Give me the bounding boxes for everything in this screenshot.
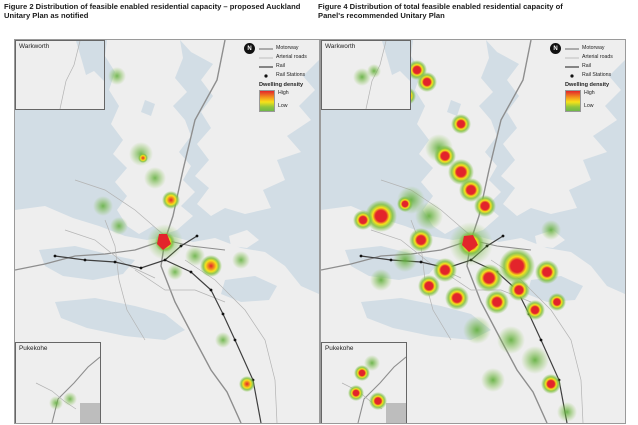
legend-item-rail-stations: Rail Stations	[259, 71, 317, 80]
density-color-ramp	[565, 90, 581, 112]
inset-warkworth-label: Warkworth	[325, 43, 356, 50]
legend-item-rail-stations: Rail Stations	[565, 71, 623, 80]
figure-4-title: Figure 4 Distribution of total feasible …	[318, 2, 563, 20]
density-color-ramp	[259, 90, 275, 112]
legend-item-rail: Rail	[565, 62, 623, 71]
legend-item-label: Arterial roads	[276, 54, 307, 60]
map-panel-recommended: Warkworth Pukekohe N Motorway Arterial	[320, 39, 626, 424]
map-panel-proposed: Warkworth Pukekohe N Motorway Arterial r…	[14, 39, 320, 424]
legend-low-label: Low	[278, 103, 288, 109]
map-legend: Motorway Arterial roads Rail Rail Statio…	[259, 44, 317, 112]
inset-pukekohe-label: Pukekohe	[19, 345, 48, 352]
legend-high-label: High	[278, 90, 289, 96]
legend-item-label: Motorway	[276, 45, 299, 51]
legend-high-label: High	[584, 90, 595, 96]
inset-pukekohe-label: Pukekohe	[325, 345, 354, 352]
figure-4-title-line2: Panel's recommended Unitary Plan	[318, 11, 445, 20]
legend-item-arterial: Arterial roads	[259, 53, 317, 62]
figure-4-title-line1: Figure 4 Distribution of total feasible …	[318, 2, 563, 11]
legend-item-motorway: Motorway	[565, 44, 623, 53]
north-arrow-icon: N	[550, 43, 561, 54]
inset-warkworth: Warkworth	[321, 40, 411, 110]
figure-2-title: Figure 2 Distribution of feasible enable…	[4, 2, 300, 20]
inset-pukekohe: Pukekohe	[15, 342, 101, 423]
legend-low-label: Low	[584, 103, 594, 109]
legend-item-label: Rail	[276, 63, 285, 69]
density-hotspots	[353, 60, 577, 422]
map-recommended	[321, 40, 625, 423]
map-legend: Motorway Arterial roads Rail Rail Statio…	[565, 44, 623, 112]
legend-item-arterial: Arterial roads	[565, 53, 623, 62]
density-hotspots	[93, 67, 255, 392]
legend-item-motorway: Motorway	[259, 44, 317, 53]
legend-item-label: Rail Stations	[276, 72, 306, 78]
inset-warkworth: Warkworth	[15, 40, 105, 110]
legend-item-label: Arterial roads	[582, 54, 613, 60]
figure-2-title-line1: Figure 2 Distribution of feasible enable…	[4, 2, 301, 11]
legend-item-label: Rail	[582, 63, 591, 69]
legend-density-title: Dwelling density	[565, 82, 610, 88]
legend-item-label: Rail Stations	[582, 72, 612, 78]
legend-density-title: Dwelling density	[259, 82, 304, 88]
map-proposed	[15, 40, 319, 423]
inset-warkworth-label: Warkworth	[19, 43, 50, 50]
legend-density-ramp: High Low	[565, 90, 623, 112]
legend-density-ramp: High Low	[259, 90, 317, 112]
north-arrow-icon: N	[244, 43, 255, 54]
legend-item-label: Motorway	[582, 45, 605, 51]
figure-2-title-line2: Unitary Plan as notified	[4, 11, 89, 20]
inset-pukekohe: Pukekohe	[321, 342, 407, 423]
legend-item-rail: Rail	[259, 62, 317, 71]
